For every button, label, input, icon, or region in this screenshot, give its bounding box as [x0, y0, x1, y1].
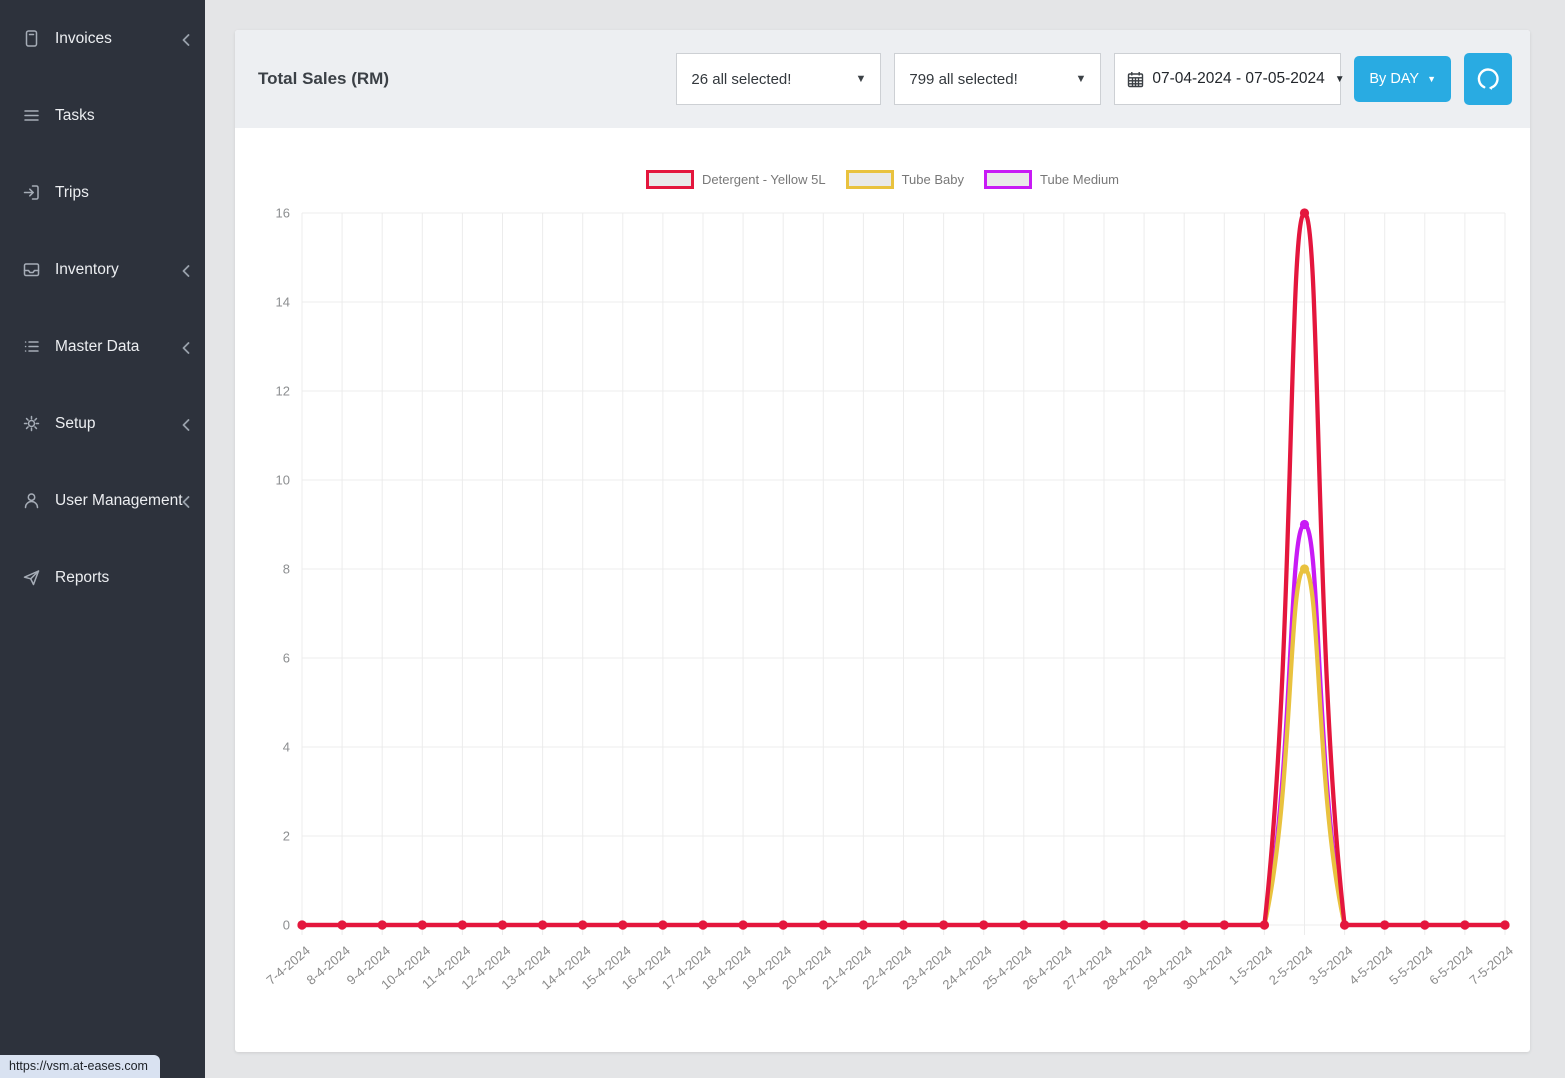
trips-icon — [21, 183, 41, 203]
legend-item[interactable]: Tube Medium — [984, 170, 1119, 189]
chevron-left-icon — [182, 495, 190, 508]
svg-text:3-5-2024: 3-5-2024 — [1306, 943, 1356, 988]
chart-controls: 26 all selected! ▼ 799 all selected! ▼ 0… — [676, 53, 1512, 105]
interval-by-day-button[interactable]: By DAY ▼ — [1354, 56, 1451, 102]
card-header: Total Sales (RM) 26 all selected! ▼ 799 … — [235, 30, 1530, 128]
sidebar-item-trips[interactable]: Trips — [0, 154, 205, 231]
sidebar-item-label: Reports — [55, 568, 110, 586]
chevron-left-icon — [182, 418, 190, 431]
svg-text:4: 4 — [283, 740, 290, 755]
reports-icon — [21, 568, 41, 588]
sidebar-item-setup[interactable]: Setup — [0, 385, 205, 462]
sidebar: Invoices Tasks Trips Inventory Master Da… — [0, 0, 205, 1078]
legend-swatch — [984, 170, 1032, 189]
svg-text:10: 10 — [276, 473, 290, 488]
svg-text:7-4-2024: 7-4-2024 — [263, 943, 313, 988]
invoice-icon — [21, 29, 41, 49]
inventory-icon — [21, 260, 41, 280]
svg-text:7-5-2024: 7-5-2024 — [1466, 943, 1516, 988]
legend-label: Tube Medium — [1040, 172, 1119, 187]
svg-text:1-5-2024: 1-5-2024 — [1226, 943, 1276, 988]
sidebar-item-user-management[interactable]: User Management — [0, 462, 205, 539]
chevron-down-icon: ▼ — [1427, 74, 1436, 84]
svg-text:4-5-2024: 4-5-2024 — [1346, 943, 1396, 988]
chevron-left-icon — [182, 341, 190, 354]
svg-text:2-5-2024: 2-5-2024 — [1266, 943, 1316, 988]
link-preview-url: https://vsm.at-eases.com — [9, 1059, 148, 1073]
chevron-left-icon — [182, 33, 190, 46]
sidebar-item-label: Master Data — [55, 337, 140, 355]
svg-text:6-5-2024: 6-5-2024 — [1426, 943, 1476, 988]
chevron-left-icon — [182, 264, 190, 277]
legend-item[interactable]: Tube Baby — [845, 170, 964, 189]
refresh-button[interactable] — [1464, 53, 1512, 105]
svg-text:5-5-2024: 5-5-2024 — [1386, 943, 1436, 988]
user-management-icon — [21, 491, 41, 511]
sidebar-item-tasks[interactable]: Tasks — [0, 77, 205, 154]
sidebar-item-master-data[interactable]: Master Data — [0, 308, 205, 385]
tasks-icon — [21, 106, 41, 126]
legend-swatch — [646, 170, 694, 189]
svg-text:14: 14 — [276, 295, 290, 310]
filter-dropdown-1[interactable]: 26 all selected! ▼ — [676, 53, 882, 105]
date-range-value: 07-04-2024 - 07-05-2024 — [1152, 70, 1325, 87]
svg-text:12: 12 — [276, 384, 290, 399]
sidebar-item-label: Tasks — [55, 106, 95, 124]
chevron-down-icon: ▼ — [855, 73, 867, 85]
filter-dropdown-2[interactable]: 799 all selected! ▼ — [894, 53, 1102, 105]
sidebar-item-label: Setup — [55, 414, 96, 432]
legend-label: Detergent - Yellow 5L — [702, 172, 826, 187]
legend-item[interactable]: Detergent - Yellow 5L — [646, 170, 826, 189]
svg-text:16: 16 — [276, 206, 290, 221]
sidebar-item-label: User Management — [55, 491, 183, 509]
svg-text:8: 8 — [283, 562, 290, 577]
setup-icon — [21, 414, 41, 434]
chevron-down-icon: ▼ — [1334, 73, 1345, 85]
filter-dropdown-1-value: 26 all selected! — [691, 70, 792, 88]
sidebar-item-reports[interactable]: Reports — [0, 539, 205, 616]
sidebar-item-label: Inventory — [55, 260, 119, 278]
link-preview-tooltip: https://vsm.at-eases.com — [0, 1055, 160, 1078]
svg-text:2: 2 — [283, 829, 290, 844]
legend-swatch — [845, 170, 894, 189]
filter-dropdown-2-value: 799 all selected! — [909, 70, 1018, 88]
sidebar-item-label: Invoices — [55, 29, 112, 47]
chart-legend: Detergent - Yellow 5L Tube Baby Tube Med… — [235, 170, 1530, 189]
refresh-icon — [1477, 68, 1499, 90]
line-chart[interactable]: 02468101214167-4-20248-4-20249-4-202410-… — [235, 128, 1530, 1052]
svg-text:6: 6 — [283, 651, 290, 666]
legend-label: Tube Baby — [901, 172, 964, 187]
sidebar-item-inventory[interactable]: Inventory — [0, 231, 205, 308]
svg-text:0: 0 — [283, 918, 290, 933]
sidebar-item-invoices[interactable]: Invoices — [0, 0, 205, 77]
date-range-picker[interactable]: 07-04-2024 - 07-05-2024 ▼ — [1114, 53, 1345, 105]
chart-area: Detergent - Yellow 5L Tube Baby Tube Med… — [235, 128, 1530, 1052]
master-data-icon — [21, 337, 41, 357]
interval-button-label: By DAY — [1369, 71, 1420, 87]
chevron-down-icon: ▼ — [1075, 73, 1087, 85]
svg-text:8-4-2024: 8-4-2024 — [304, 943, 354, 988]
page-title: Total Sales (RM) — [258, 69, 389, 88]
total-sales-card: Total Sales (RM) 26 all selected! ▼ 799 … — [235, 30, 1530, 1052]
sidebar-item-label: Trips — [55, 183, 89, 201]
calendar-icon — [1128, 71, 1144, 87]
